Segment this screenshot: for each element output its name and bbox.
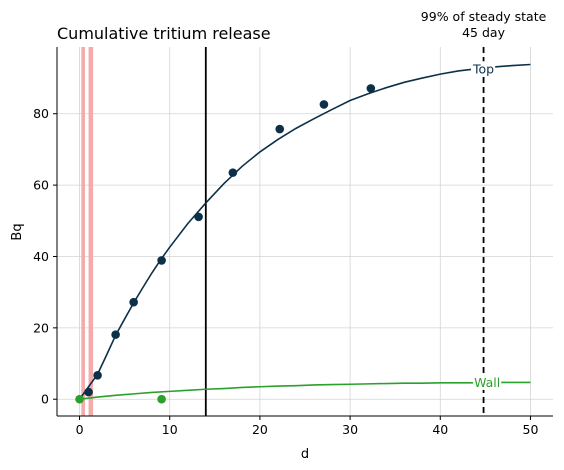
- release-band: [81, 47, 85, 416]
- annotations: 99% of steady state 45 day: [421, 9, 547, 40]
- annotation-line: 45 day: [462, 25, 505, 40]
- y-tick-label: 20: [33, 320, 49, 335]
- x-tick-label: 30: [342, 422, 358, 437]
- y-tick-label: 80: [33, 106, 49, 121]
- reference-lines: [204, 47, 485, 416]
- data-point-top: [93, 371, 102, 380]
- data-point-top: [275, 124, 285, 134]
- data-point-top: [194, 212, 203, 222]
- data-point-top: [366, 84, 376, 93]
- x-tick-label: 0: [76, 422, 84, 437]
- series-line-wall: [79, 381, 531, 401]
- x-tick-label: 20: [252, 422, 268, 437]
- x-tick-label: 40: [432, 422, 448, 437]
- data-point-top: [228, 168, 238, 177]
- steady-state-annotation: 99% of steady state 45 day: [421, 9, 547, 40]
- release-band: [88, 47, 94, 416]
- series-label-wall: Wall: [474, 375, 500, 390]
- y-axis-label: Bq: [10, 223, 25, 240]
- x-tick-label: 10: [162, 422, 178, 437]
- data-point-top: [111, 330, 120, 339]
- y-tick-label: 60: [33, 178, 49, 193]
- x-axis-label: d: [301, 447, 309, 462]
- series-label-bg: [471, 61, 496, 77]
- y-ticks: 0 20 40 60 80: [33, 106, 57, 407]
- grid: [57, 47, 553, 416]
- data-point-wall: [157, 394, 166, 404]
- series-label-top: Top: [472, 61, 494, 76]
- axes: [56, 47, 553, 417]
- series-label-bg: [473, 374, 502, 390]
- x-ticks: 0 10 20 30 40 50: [76, 416, 539, 437]
- data-point-top: [129, 297, 138, 307]
- data-point-top: [319, 100, 329, 109]
- data-point-top: [84, 387, 93, 397]
- chart-title: Cumulative tritium release: [57, 24, 271, 43]
- series-group: Top Wall: [75, 61, 531, 404]
- series-line-top: [78, 63, 531, 400]
- x-tick-label: 50: [523, 422, 539, 437]
- data-point-top: [157, 256, 166, 265]
- data-point-wall: [75, 394, 84, 404]
- y-tick-label: 40: [33, 249, 49, 264]
- y-tick-label: 0: [41, 392, 49, 407]
- release-bands: [81, 47, 94, 416]
- annotation-line: 99% of steady state: [421, 9, 547, 24]
